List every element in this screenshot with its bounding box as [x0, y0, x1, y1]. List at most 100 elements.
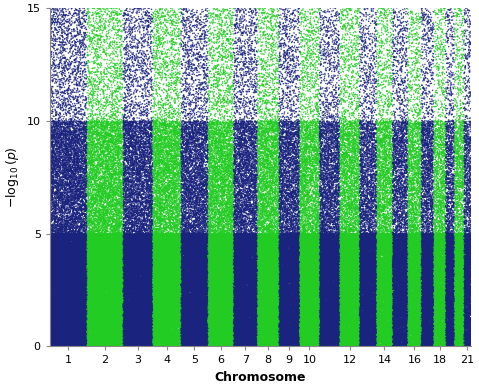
Point — [372, 299, 379, 305]
Point — [52, 303, 59, 310]
Point — [290, 255, 297, 262]
Point — [238, 309, 245, 315]
Point — [169, 251, 176, 258]
Point — [240, 295, 248, 301]
Point — [278, 301, 286, 308]
Point — [310, 157, 318, 163]
Point — [137, 140, 145, 146]
Point — [326, 151, 333, 157]
Point — [376, 263, 384, 270]
Point — [436, 275, 444, 281]
Point — [326, 212, 333, 218]
Point — [467, 273, 474, 279]
Point — [377, 338, 385, 344]
Point — [209, 158, 217, 164]
Point — [106, 284, 114, 290]
Point — [133, 260, 140, 267]
Point — [315, 249, 323, 256]
Point — [152, 183, 160, 189]
Point — [452, 300, 460, 307]
Point — [372, 27, 380, 33]
Point — [196, 337, 204, 343]
Point — [232, 273, 240, 279]
Point — [414, 180, 422, 186]
Point — [324, 329, 332, 335]
Point — [293, 237, 300, 243]
Point — [207, 309, 215, 315]
Point — [192, 32, 199, 38]
Point — [221, 233, 229, 239]
Point — [398, 329, 405, 336]
Point — [212, 291, 220, 297]
Point — [47, 97, 55, 103]
Point — [183, 236, 191, 242]
Point — [47, 268, 55, 275]
Point — [106, 319, 114, 326]
Point — [402, 320, 410, 327]
Point — [343, 279, 351, 285]
Point — [392, 275, 400, 282]
Point — [131, 298, 139, 305]
Point — [129, 274, 137, 280]
Point — [375, 288, 382, 294]
Point — [50, 319, 58, 325]
Point — [210, 329, 217, 335]
Point — [248, 266, 255, 272]
Point — [456, 97, 464, 103]
Point — [171, 246, 179, 252]
Point — [104, 239, 112, 245]
Point — [141, 282, 149, 288]
Point — [55, 237, 62, 243]
Point — [59, 325, 67, 331]
Point — [124, 305, 131, 311]
Point — [211, 274, 219, 280]
Point — [452, 248, 460, 255]
Point — [405, 286, 412, 292]
Point — [48, 206, 56, 212]
Point — [240, 118, 247, 125]
Point — [80, 262, 88, 268]
Point — [144, 289, 151, 295]
Point — [162, 311, 170, 317]
Point — [426, 196, 434, 203]
Point — [101, 255, 109, 261]
Point — [55, 104, 62, 110]
Point — [371, 287, 378, 293]
Point — [292, 275, 299, 281]
Point — [396, 154, 403, 160]
Point — [421, 312, 428, 319]
Point — [160, 163, 167, 170]
Point — [342, 218, 349, 225]
Point — [313, 232, 320, 238]
Point — [181, 333, 189, 339]
Point — [380, 164, 388, 170]
Point — [221, 280, 229, 286]
Point — [204, 331, 211, 338]
Point — [211, 308, 219, 314]
Point — [435, 261, 443, 267]
Point — [109, 297, 117, 303]
Point — [371, 305, 378, 311]
Point — [407, 235, 414, 241]
Point — [90, 341, 97, 348]
Point — [206, 150, 214, 156]
Point — [57, 319, 65, 325]
Point — [162, 312, 170, 319]
Point — [440, 251, 448, 257]
Point — [232, 329, 240, 335]
Point — [179, 291, 186, 297]
Point — [401, 308, 409, 314]
Point — [48, 306, 56, 312]
Point — [121, 236, 129, 242]
Point — [157, 261, 165, 267]
Point — [231, 24, 239, 30]
Point — [115, 293, 123, 300]
Point — [91, 60, 99, 66]
Point — [223, 272, 230, 279]
Point — [161, 170, 169, 177]
Point — [64, 337, 72, 343]
Point — [262, 330, 270, 336]
Point — [147, 320, 154, 327]
Point — [367, 146, 375, 152]
Point — [302, 322, 310, 328]
